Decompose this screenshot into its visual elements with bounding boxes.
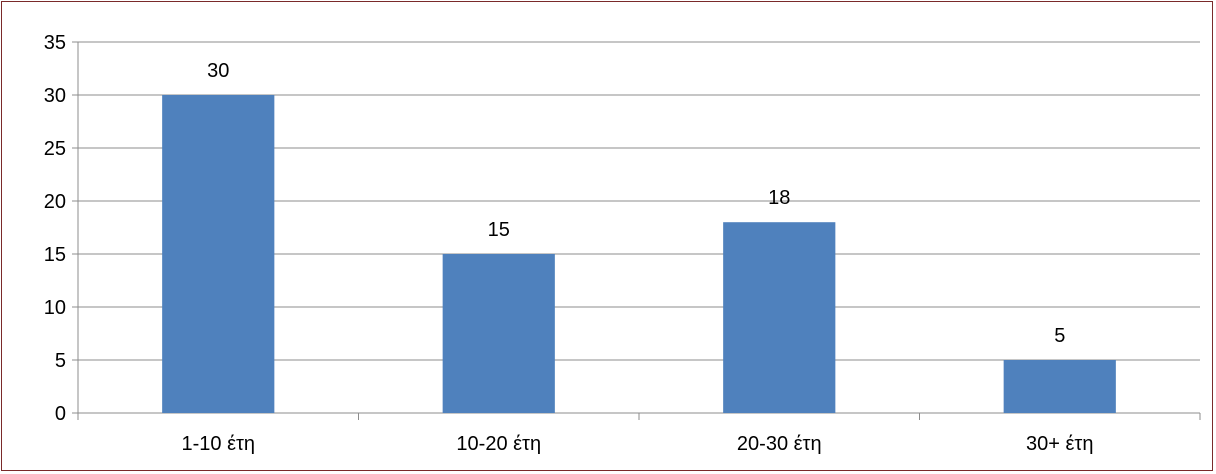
data-label: 18 — [768, 187, 790, 209]
y-tick-label: 10 — [44, 297, 66, 319]
bar — [723, 222, 836, 413]
data-label: 5 — [1054, 325, 1065, 347]
data-label: 30 — [207, 60, 229, 82]
x-tick-label: 10-20 έτη — [456, 433, 541, 455]
bar — [442, 254, 555, 413]
data-label: 15 — [488, 219, 510, 241]
y-tick-label: 5 — [55, 350, 66, 372]
bar — [162, 95, 275, 413]
x-tick-label: 30+ έτη — [1026, 433, 1093, 455]
y-tick-label: 20 — [44, 191, 66, 213]
bar — [1003, 360, 1116, 413]
x-tick-label: 20-30 έτη — [737, 433, 822, 455]
y-tick-label: 0 — [55, 403, 66, 425]
y-tick-label: 15 — [44, 244, 66, 266]
y-tick-label: 30 — [44, 85, 66, 107]
y-tick-label: 25 — [44, 138, 66, 160]
y-tick-label: 35 — [44, 32, 66, 54]
x-tick-label: 1-10 έτη — [181, 433, 255, 455]
